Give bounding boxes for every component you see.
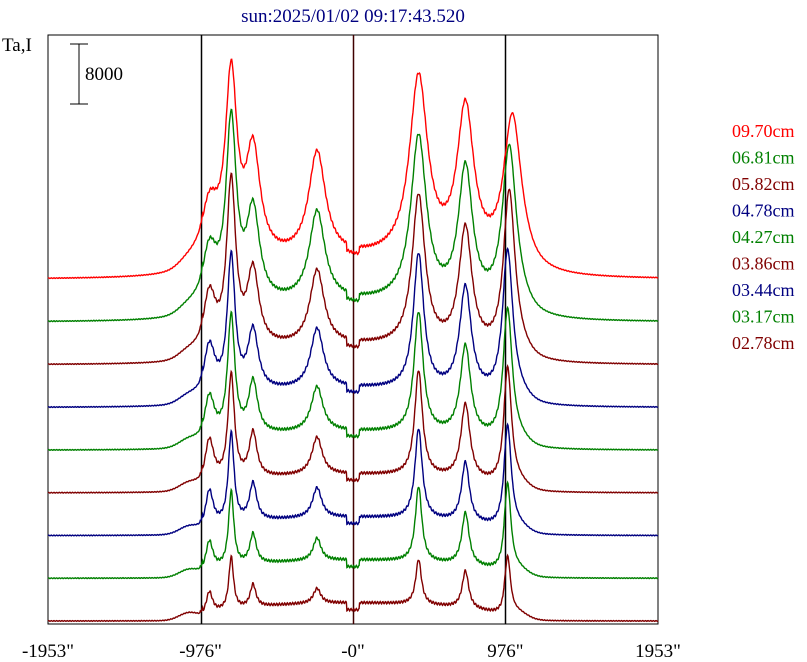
legend: 09.70cm 06.81cm 05.82cm 04.78cm 04.27cm 03.86… [732,121,795,353]
x-axis-ticks: -1953" -976" -0" 976" 1953" [22,641,681,662]
x-tick-label: -976" [179,641,222,662]
legend-entry: 03.44cm [732,280,795,300]
series-layer [47,58,659,623]
series-line-03-86cm [47,364,659,494]
series-line-04-78cm [47,246,659,409]
legend-entry: 06.81cm [732,148,795,168]
legend-entry: 02.78cm [732,333,795,353]
legend-entry: 05.82cm [732,174,795,194]
series-line-04-27cm [47,305,659,452]
legend-entry: 04.27cm [732,227,795,247]
legend-entry: 03.86cm [732,254,795,274]
legend-entry: 09.70cm [732,121,795,141]
series-line-03-17cm [47,480,659,580]
x-tick-label: -1953" [22,641,74,662]
series-line-05-82cm [47,172,659,366]
scale-bar-label: 8000 [85,64,123,85]
scale-bar: 8000 [70,43,123,105]
series-line-02-78cm [47,553,659,623]
x-tick-label: -0" [341,641,365,662]
series-line-09-70cm [47,58,659,280]
y-axis-label: Ta,I [2,35,32,56]
series-line-03-44cm [47,422,659,537]
x-tick-label: 976" [487,641,523,662]
chart-title: sun:2025/01/02 09:17:43.520 [241,6,465,27]
x-tick-label: 1953" [635,641,681,662]
legend-entry: 04.78cm [732,201,795,221]
legend-entry: 03.17cm [732,307,795,327]
series-line-06-81cm [47,108,659,323]
